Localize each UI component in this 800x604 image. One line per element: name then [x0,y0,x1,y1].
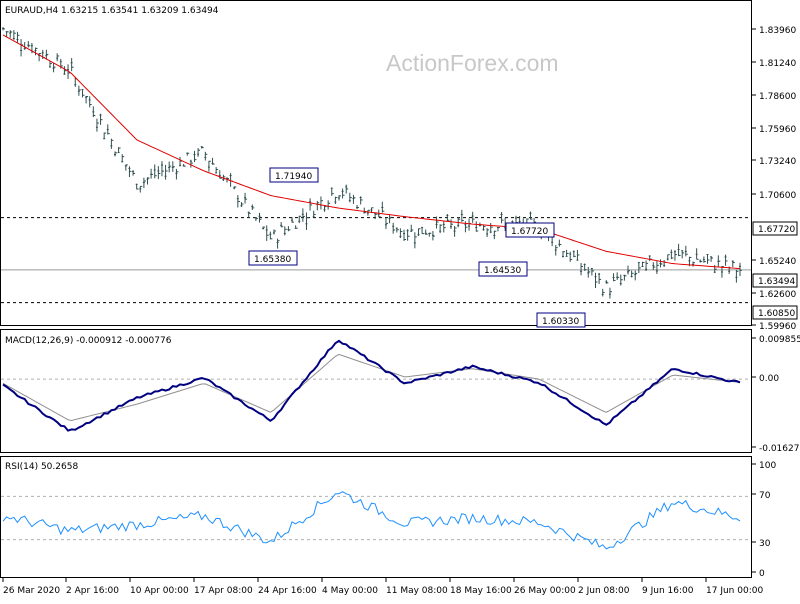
rsi-tick: 70 [759,491,771,501]
price-tick: 1.65240 [759,257,796,267]
price-tick: 1.78600 [759,92,796,102]
price-tick: 1.70600 [759,191,796,201]
macd-axis: 0.009855 0.00 -0.01627 [752,335,800,454]
time-label: 9 Jun 16:00 [642,586,694,596]
time-label: 11 May 08:00 [386,586,448,596]
resistance-level-box [752,221,798,236]
time-label: 18 May 16:00 [450,586,512,596]
annotation-label: 1.67720 [511,227,548,237]
time-label: 24 Apr 16:00 [258,586,317,596]
macd-line [2,339,741,432]
current-price-label: 1.63494 [758,277,795,287]
macd-tick: -0.01627 [759,444,799,454]
macd-tick: 0.00 [759,374,779,384]
price-annotations: 1.71940 1.65380 1.67720 1.64530 1.60330 [248,167,586,328]
price-panel [0,0,752,326]
annotation-box [505,222,555,238]
rsi-tick: 0 [759,569,765,579]
rsi-title: RSI(14) 50.2658 [5,462,78,472]
time-label: 2 Apr 16:00 [66,586,119,596]
annotation-label: 1.71940 [275,172,312,182]
time-label: 26 May 00:00 [514,586,576,596]
macd-plot [1,339,751,432]
price-tick: 1.59960 [759,322,796,332]
annotation-box [536,312,586,328]
macd-title: MACD(12,26,9) -0.000912 -0.000776 [5,336,172,346]
annotation-box [478,261,528,277]
rsi-tick: 30 [759,539,771,549]
time-label: 10 Apr 00:00 [130,586,189,596]
rsi-axis: 100 70 30 0 [752,461,776,579]
symbol-title: EURAUD,H4 1.63215 1.63541 1.63209 1.6349… [5,6,219,16]
annotation-label: 1.65380 [254,255,291,265]
time-label: 26 Mar 2020 [3,586,60,596]
time-label: 4 May 00:00 [322,586,378,596]
watermark: ActionForex.com [386,50,559,76]
time-label: 17 Jun 00:00 [706,586,763,596]
price-tick: 1.75960 [759,125,796,135]
current-price-box [752,273,798,288]
price-tick: 1.81240 [759,59,796,69]
annotation-box [248,250,298,266]
price-axis: 1.83960 1.81240 1.78600 1.75960 1.73240 … [752,26,796,332]
moving-average-line [2,34,741,270]
annotation-box [269,167,319,183]
price-tick: 1.83960 [759,26,796,36]
macd-signal-line [2,353,741,421]
annotation-label: 1.60330 [542,317,579,327]
rsi-tick: 100 [759,461,776,471]
resistance-level-label: 1.67720 [758,225,795,235]
price-tick: 1.73240 [759,157,796,167]
price-tick: 1.62600 [759,290,796,300]
support-level-box [752,305,798,320]
time-axis: 26 Mar 2020 2 Apr 16:00 10 Apr 00:00 17 … [2,578,763,596]
macd-panel [0,329,752,453]
annotation-label: 1.64530 [484,266,521,276]
macd-tick: 0.009855 [759,335,800,345]
rsi-panel [0,456,752,578]
rsi-line [2,491,741,550]
time-label: 2 Jun 08:00 [578,586,630,596]
time-label: 17 Apr 08:00 [194,586,253,596]
support-level-label: 1.60850 [758,309,795,319]
rsi-plot [1,491,751,550]
